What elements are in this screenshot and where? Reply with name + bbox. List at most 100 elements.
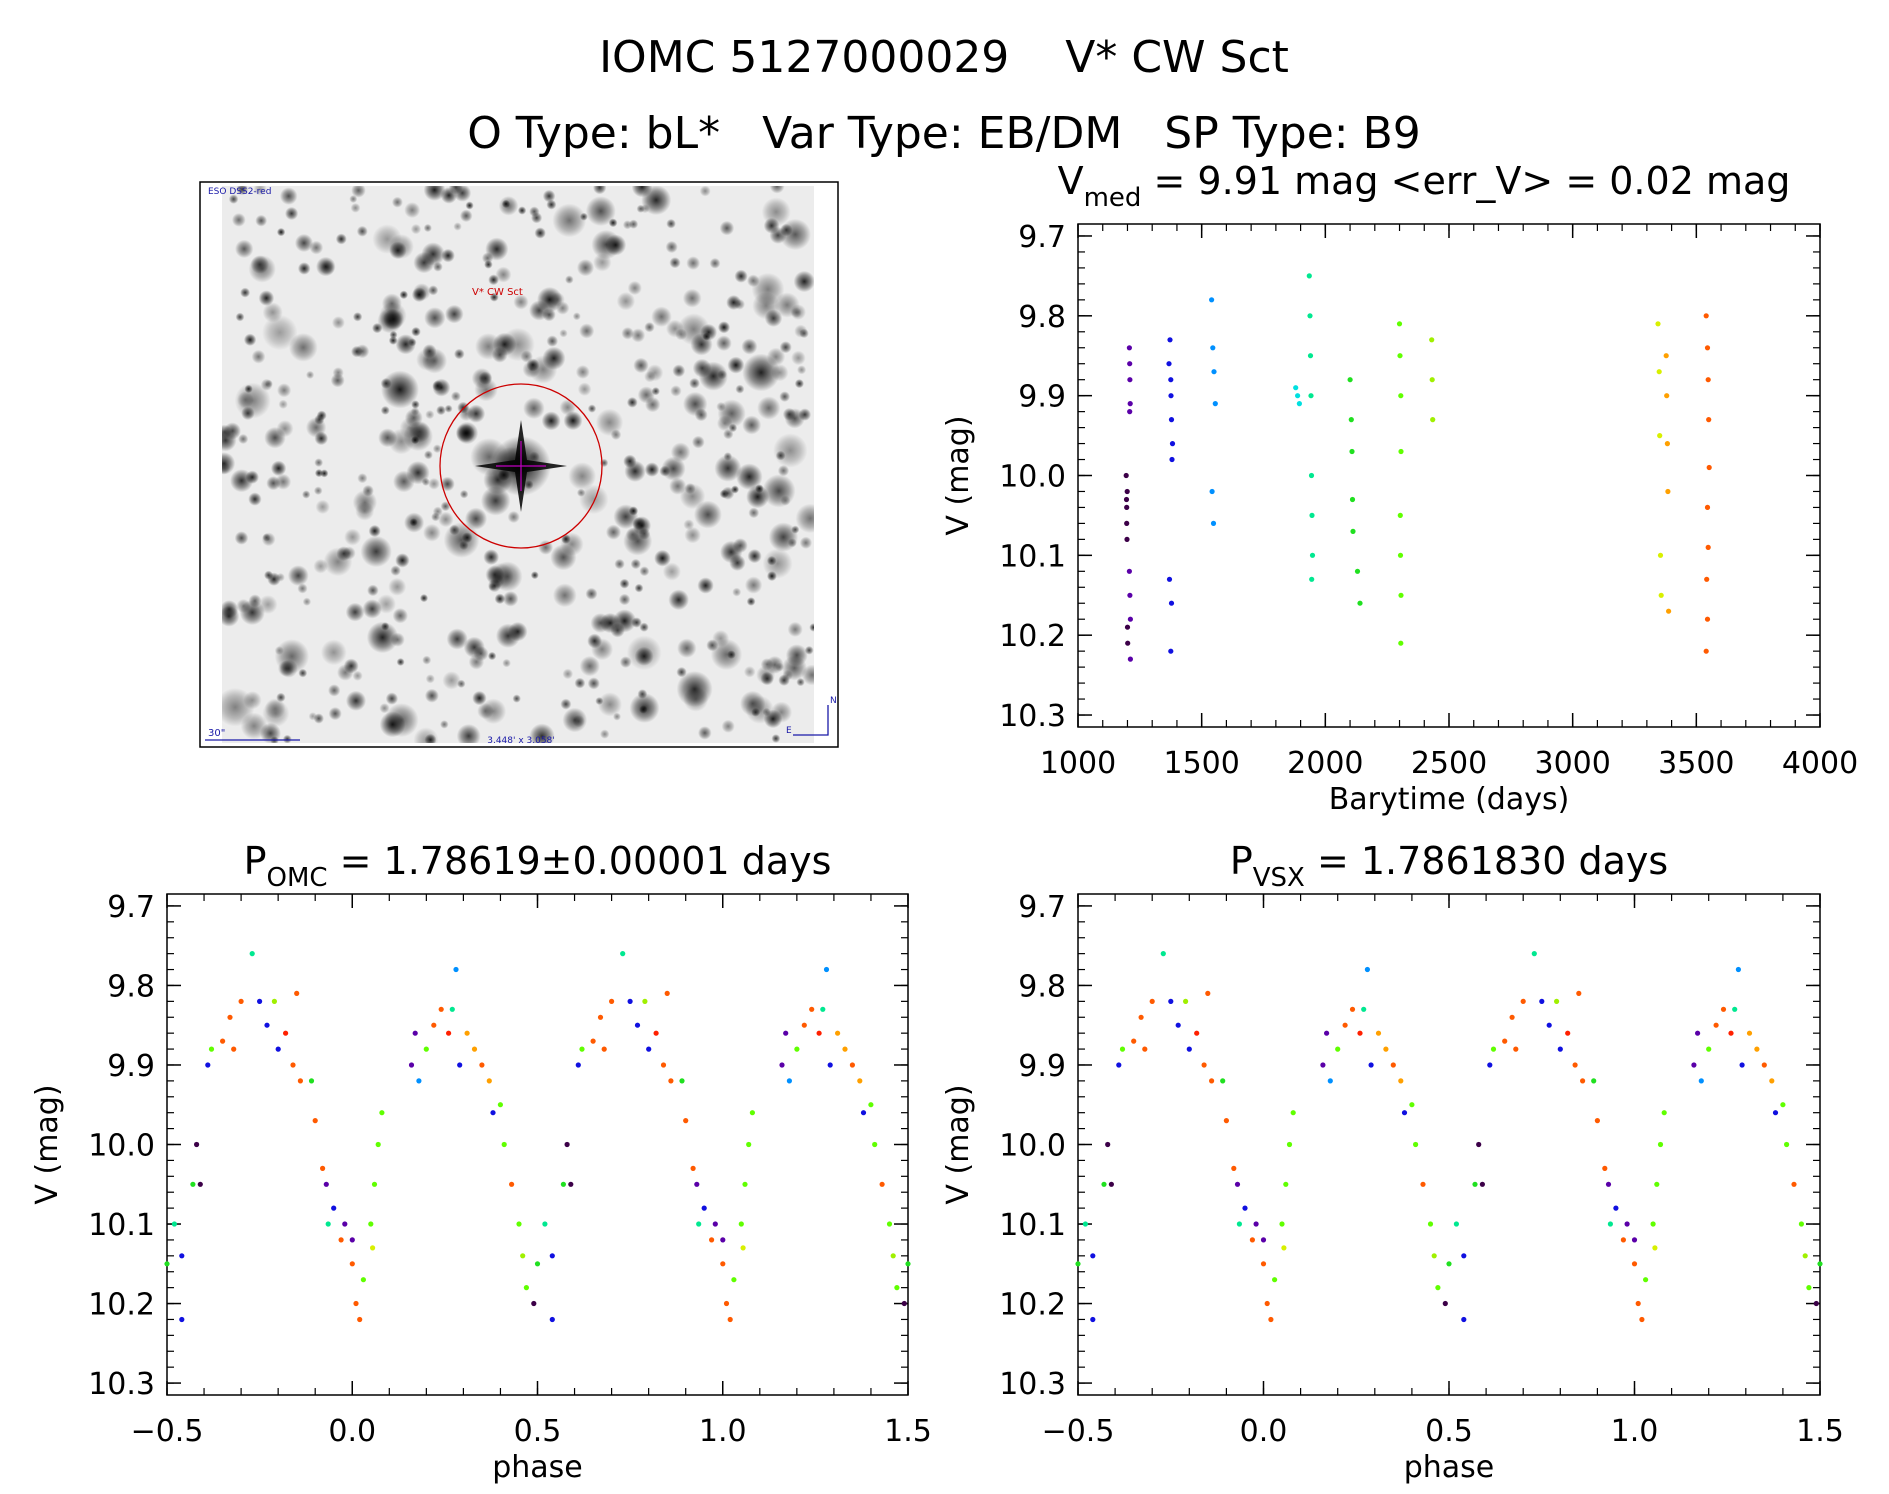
data-point <box>1476 1141 1482 1148</box>
data-point <box>712 1221 718 1227</box>
field-star <box>651 387 660 396</box>
data-point <box>879 1181 885 1187</box>
data-point <box>1791 1181 1797 1187</box>
field-star <box>423 523 441 542</box>
data-point <box>1487 1062 1493 1068</box>
field-star <box>661 456 686 481</box>
field-star <box>278 399 288 409</box>
field-star <box>575 365 590 379</box>
data-point <box>786 1078 793 1084</box>
x-tick-label: 1.0 <box>699 1414 747 1449</box>
field-star <box>240 287 251 298</box>
field-star <box>610 622 625 638</box>
data-point <box>886 1221 893 1227</box>
field-star <box>692 358 712 378</box>
field-star <box>746 597 756 606</box>
field-star <box>771 734 781 743</box>
field-star <box>537 286 563 313</box>
field-star <box>440 501 451 512</box>
data-point <box>1354 568 1361 574</box>
field-star <box>622 220 633 230</box>
data-point <box>1309 552 1316 558</box>
field-star <box>444 404 453 413</box>
data-point <box>1090 1316 1096 1323</box>
data-point <box>816 1030 822 1036</box>
data-point <box>227 1014 233 1020</box>
field-star <box>275 473 292 490</box>
plot-title: POMC = 1.78619±0.00001 days <box>244 839 832 893</box>
field-star <box>654 549 671 567</box>
field-star <box>618 593 631 606</box>
data-point <box>1268 1316 1274 1323</box>
field-star <box>760 671 774 686</box>
sky-image <box>222 186 814 743</box>
field-star <box>467 404 486 423</box>
field-star <box>501 199 511 209</box>
data-point <box>312 1118 318 1124</box>
data-point <box>579 1046 585 1052</box>
data-point <box>901 1300 907 1307</box>
data-point <box>1655 321 1661 327</box>
data-point <box>720 1237 726 1243</box>
field-star <box>668 589 689 611</box>
field-star <box>380 377 392 389</box>
data-point <box>1348 417 1354 423</box>
data-point <box>1798 1221 1804 1227</box>
field-star <box>431 512 441 522</box>
field-star <box>495 623 521 648</box>
field-star <box>484 260 493 269</box>
data-point <box>179 1316 185 1323</box>
field-star <box>238 433 249 445</box>
field-star <box>552 203 587 238</box>
data-point <box>471 1046 478 1052</box>
data-point <box>809 1006 815 1012</box>
data-point <box>320 1165 326 1171</box>
data-point <box>1453 1221 1459 1227</box>
data-point <box>490 1110 496 1116</box>
field-star <box>787 621 803 638</box>
data-point <box>1754 1046 1760 1052</box>
x-tick-label: 2500 <box>1411 746 1487 781</box>
data-point <box>1594 1118 1600 1124</box>
field-star <box>328 684 341 697</box>
field-star <box>590 613 611 633</box>
data-point <box>1124 504 1130 510</box>
field-star <box>297 583 308 594</box>
data-point <box>1349 496 1356 503</box>
field-star <box>572 312 581 321</box>
data-point <box>1398 393 1404 399</box>
data-point <box>1160 951 1166 957</box>
y-tick-label: 10.1 <box>999 1208 1066 1243</box>
field-star <box>406 461 430 485</box>
y-axis-label: V (mag) <box>941 415 976 535</box>
field-star <box>450 391 461 402</box>
field-star <box>436 405 446 416</box>
data-point <box>1390 1062 1396 1068</box>
data-point <box>1539 998 1545 1005</box>
data-point <box>1123 496 1130 503</box>
data-point <box>416 1078 422 1084</box>
data-point <box>1295 393 1301 399</box>
field-star <box>423 450 433 460</box>
data-point <box>220 1038 226 1044</box>
data-point <box>1209 297 1215 303</box>
field-star <box>634 646 654 666</box>
field-star <box>409 420 431 443</box>
field-star <box>762 548 793 579</box>
data-point <box>1194 1030 1200 1036</box>
data-point <box>1602 1165 1608 1171</box>
data-point <box>453 966 459 973</box>
data-point <box>1138 1014 1144 1020</box>
field-star <box>248 492 262 506</box>
data-point <box>1739 1062 1745 1068</box>
data-point <box>1427 1221 1434 1227</box>
field-star <box>587 404 597 413</box>
y-tick-label: 9.7 <box>107 890 155 925</box>
field-star <box>748 507 760 519</box>
field-star <box>640 204 650 214</box>
field-star <box>421 242 445 266</box>
field-star <box>719 220 735 236</box>
field-star <box>445 304 464 324</box>
field-star <box>399 290 409 300</box>
data-point <box>749 1110 756 1116</box>
